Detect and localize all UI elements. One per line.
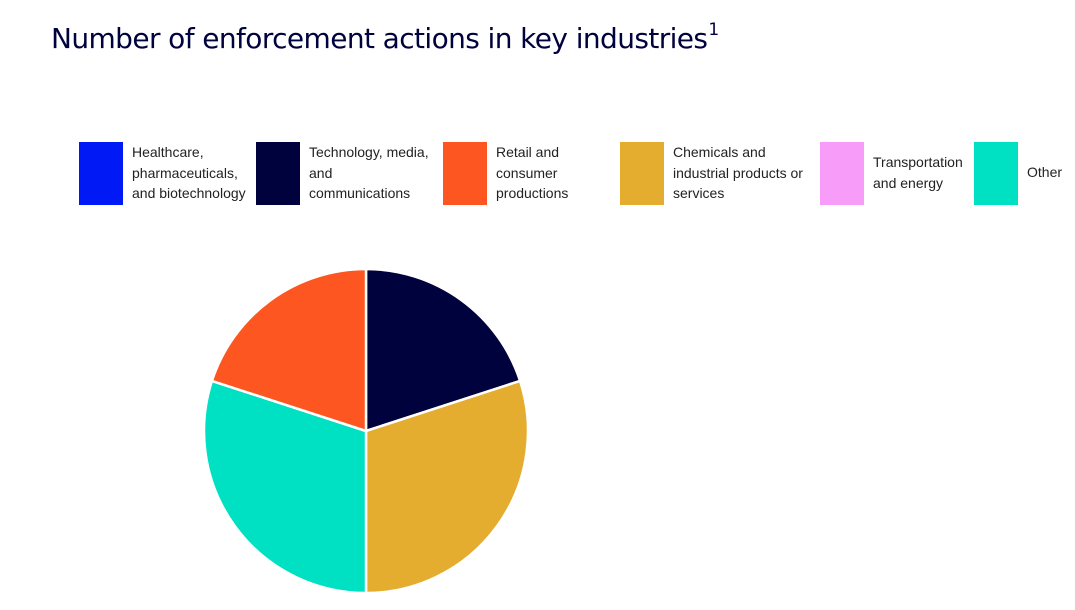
legend-swatch-retail [443,142,487,205]
pie-slice-other [202,379,368,595]
pie-slice-technology [364,267,522,433]
pie-slice-chemicals [364,379,530,595]
legend-swatch-chemicals [620,142,664,205]
title-footnote: 1 [708,19,719,40]
pie-chart [202,267,530,595]
legend-label-transportation: Transportation and energy [873,154,963,191]
legend-swatch-other [974,142,1018,205]
legend-label-chemicals: Chemicals and industrial products or ser… [673,144,803,201]
legend-label-healthcare: Healthcare, pharmaceuticals, and biotech… [132,144,246,201]
chart-title: Number of enforcement actions in key ind… [51,19,719,55]
legend-label-technology: Technology, media, and communications [309,144,429,201]
legend-swatch-technology [256,142,300,205]
legend-swatch-transportation [820,142,864,205]
legend-label-retail: Retail and consumer productions [496,144,569,201]
legend-swatch-healthcare [79,142,123,205]
chart-title-text: Number of enforcement actions in key ind… [51,22,708,55]
legend-label-other: Other [1027,164,1063,180]
pie-slice-retail [210,267,368,433]
